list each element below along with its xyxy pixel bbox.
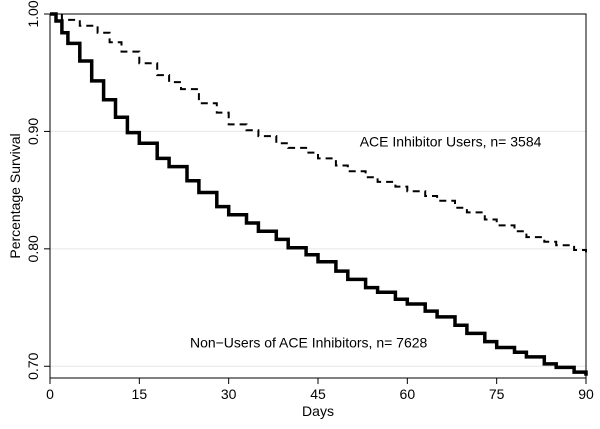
x-tick-label-4: 60 bbox=[400, 386, 416, 402]
x-tick-label-5: 75 bbox=[489, 386, 505, 402]
annotation-ace-users: ACE Inhibitor Users, n= 3584 bbox=[360, 134, 542, 150]
series-layer bbox=[50, 12, 588, 376]
x-axis: 0 15 30 45 60 75 90 bbox=[46, 378, 594, 402]
x-tick-label-1: 15 bbox=[132, 386, 148, 402]
y-tick-label-2: 0.90 bbox=[25, 118, 41, 145]
y-tick-label-1: 0.80 bbox=[25, 235, 41, 262]
y-tick-label-0: 0.70 bbox=[25, 352, 41, 379]
x-axis-label: Days bbox=[302, 403, 334, 419]
y-tick-label-3: 1.00 bbox=[25, 0, 41, 27]
x-tick-label-6: 90 bbox=[578, 386, 594, 402]
y-axis-label: Percentage Survival bbox=[7, 133, 23, 258]
y-axis: 0.70 0.80 0.90 1.00 bbox=[25, 0, 50, 380]
series-line-ace-users bbox=[50, 13, 587, 253]
x-tick-label-0: 0 bbox=[46, 386, 54, 402]
annotation-non-users: Non−Users of ACE Inhibitors, n= 7628 bbox=[190, 334, 428, 350]
x-tick-label-2: 30 bbox=[221, 386, 237, 402]
series-line-non-users bbox=[50, 12, 588, 376]
x-tick-label-3: 45 bbox=[310, 386, 326, 402]
